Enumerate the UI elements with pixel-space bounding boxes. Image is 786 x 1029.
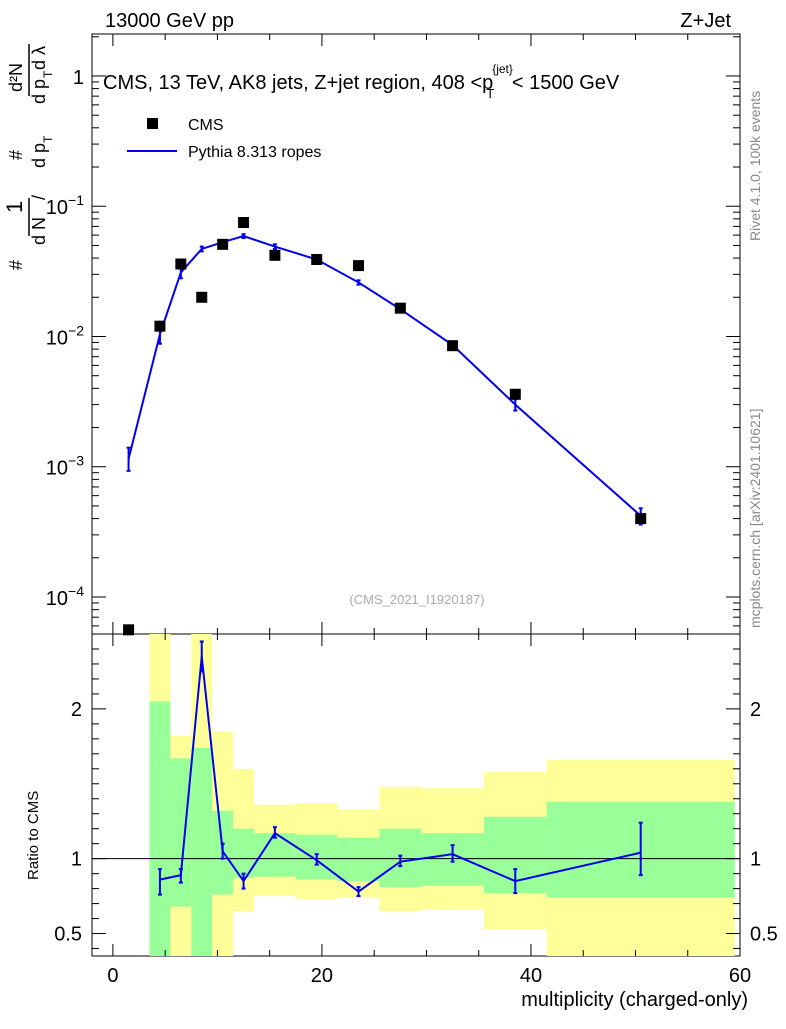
title-sub: T xyxy=(486,86,494,101)
axis-ticks xyxy=(92,34,741,956)
cms-point-9 xyxy=(394,302,406,314)
ylabel-dN: d N xyxy=(29,217,49,245)
x-axis-label: multiplicity (charged-only) xyxy=(521,989,748,1011)
ratio-band-green-4 xyxy=(233,828,254,879)
cms-point-7 xyxy=(311,253,323,265)
y-tick-label-exp-3: −1 xyxy=(68,192,84,208)
cms-point-5 xyxy=(238,217,250,229)
y-tick-label-ratio-left-1: 1 xyxy=(71,849,82,871)
ylabel-dp-2: d p xyxy=(29,79,49,104)
ratio-ylabel: Ratio to CMS xyxy=(25,791,42,880)
y-tick-label-main-0: 10−4 xyxy=(46,583,84,610)
header-right: Z+Jet xyxy=(680,10,731,32)
cms-point-0 xyxy=(123,624,135,636)
ratio-band-green-1 xyxy=(170,758,192,907)
cms-point-1 xyxy=(154,320,166,332)
title-tail: < 1500 GeV xyxy=(512,72,620,94)
x-tick-label-3: 60 xyxy=(729,965,751,987)
y-tick-label-base-1: 10 xyxy=(46,458,68,480)
y-tick-label-exp-2: −2 xyxy=(68,322,84,338)
x-tick-label-0: 0 xyxy=(107,965,118,987)
y-tick-label-main-2: 10−2 xyxy=(46,322,84,349)
ratio-band-green-0 xyxy=(149,701,171,956)
ratio-panel-frame xyxy=(91,633,741,957)
x-tick-label-2: 40 xyxy=(520,965,542,987)
ylabel-dp: d p xyxy=(29,143,49,168)
cms-point-6 xyxy=(269,249,281,261)
y-tick-label-ratio-left-0: 0.5 xyxy=(54,924,82,946)
ratio-band-green-7 xyxy=(337,837,380,882)
ylabel-hash-2: # xyxy=(6,150,26,160)
ratio-series xyxy=(157,640,643,898)
ratio-band-green-2 xyxy=(191,747,213,956)
legend-cms-marker xyxy=(147,118,158,129)
y-tick-label-ratio-right-1: 1 xyxy=(750,849,761,871)
y-tick-label-main-4: 1 xyxy=(73,67,84,89)
pythia-line xyxy=(127,235,642,517)
ylabel-dlambda: d λ xyxy=(29,46,49,70)
legend-pythia-label: Pythia 8.313 ropes xyxy=(188,144,321,161)
ylabel-one: 1 xyxy=(2,201,27,213)
mcplots-label: mcplots.cern.ch [arXiv:2401.10621] xyxy=(747,409,763,628)
ylabel-T-1: T xyxy=(41,135,55,143)
plot-title: CMS, 13 TeV, AK8 jets, Z+jet region, 408… xyxy=(103,62,620,101)
y-tick-label-ratio-right-0: 0.5 xyxy=(750,924,778,946)
cms-point-2 xyxy=(175,258,187,270)
x-tick-label-1: 20 xyxy=(311,965,333,987)
analysis-watermark: (CMS_2021_I1920187) xyxy=(349,592,484,607)
title-sup: {jet} xyxy=(492,62,513,76)
cms-point-10 xyxy=(447,340,459,352)
ylabel-hash-1: # xyxy=(6,260,26,270)
y-tick-label-exp-1: −3 xyxy=(68,453,84,469)
cms-point-11 xyxy=(509,388,521,400)
cms-point-4 xyxy=(217,238,229,250)
y-tick-label-ratio-left-2: 2 xyxy=(71,699,82,721)
cms-point-3 xyxy=(196,291,208,303)
y-tick-label-base-3: 10 xyxy=(46,197,68,219)
y-tick-label-base-2: 10 xyxy=(46,327,68,349)
main-series xyxy=(126,233,643,526)
y-tick-label-ratio-right-2: 2 xyxy=(750,699,761,721)
cms-point-12 xyxy=(635,513,647,525)
y-tick-label-main-1: 10−3 xyxy=(46,453,84,480)
y-tick-label-base-0: 10 xyxy=(46,588,68,610)
ylabel-slash: / xyxy=(29,195,49,200)
y-tick-label-exp-0: −4 xyxy=(68,583,84,599)
title-main: CMS, 13 TeV, AK8 jets, Z+jet region, 408… xyxy=(103,72,493,94)
rivet-label: Rivet 4.1.0, 100k events xyxy=(747,91,763,241)
ylabel-d2N: d²N xyxy=(6,63,26,92)
cms-point-8 xyxy=(353,260,365,272)
ratio-bands xyxy=(149,634,735,956)
y-tick-label-main-3: 10−1 xyxy=(46,192,84,219)
legend-cms-label: CMS xyxy=(188,117,224,134)
ratio-line xyxy=(159,656,641,893)
cms-points xyxy=(123,217,647,636)
ylabel-T-2: T xyxy=(41,70,55,78)
header-left: 13000 GeV pp xyxy=(105,10,234,32)
main-ylabel: # 1 d N / # d p T d p T d²N d λ xyxy=(2,44,55,270)
